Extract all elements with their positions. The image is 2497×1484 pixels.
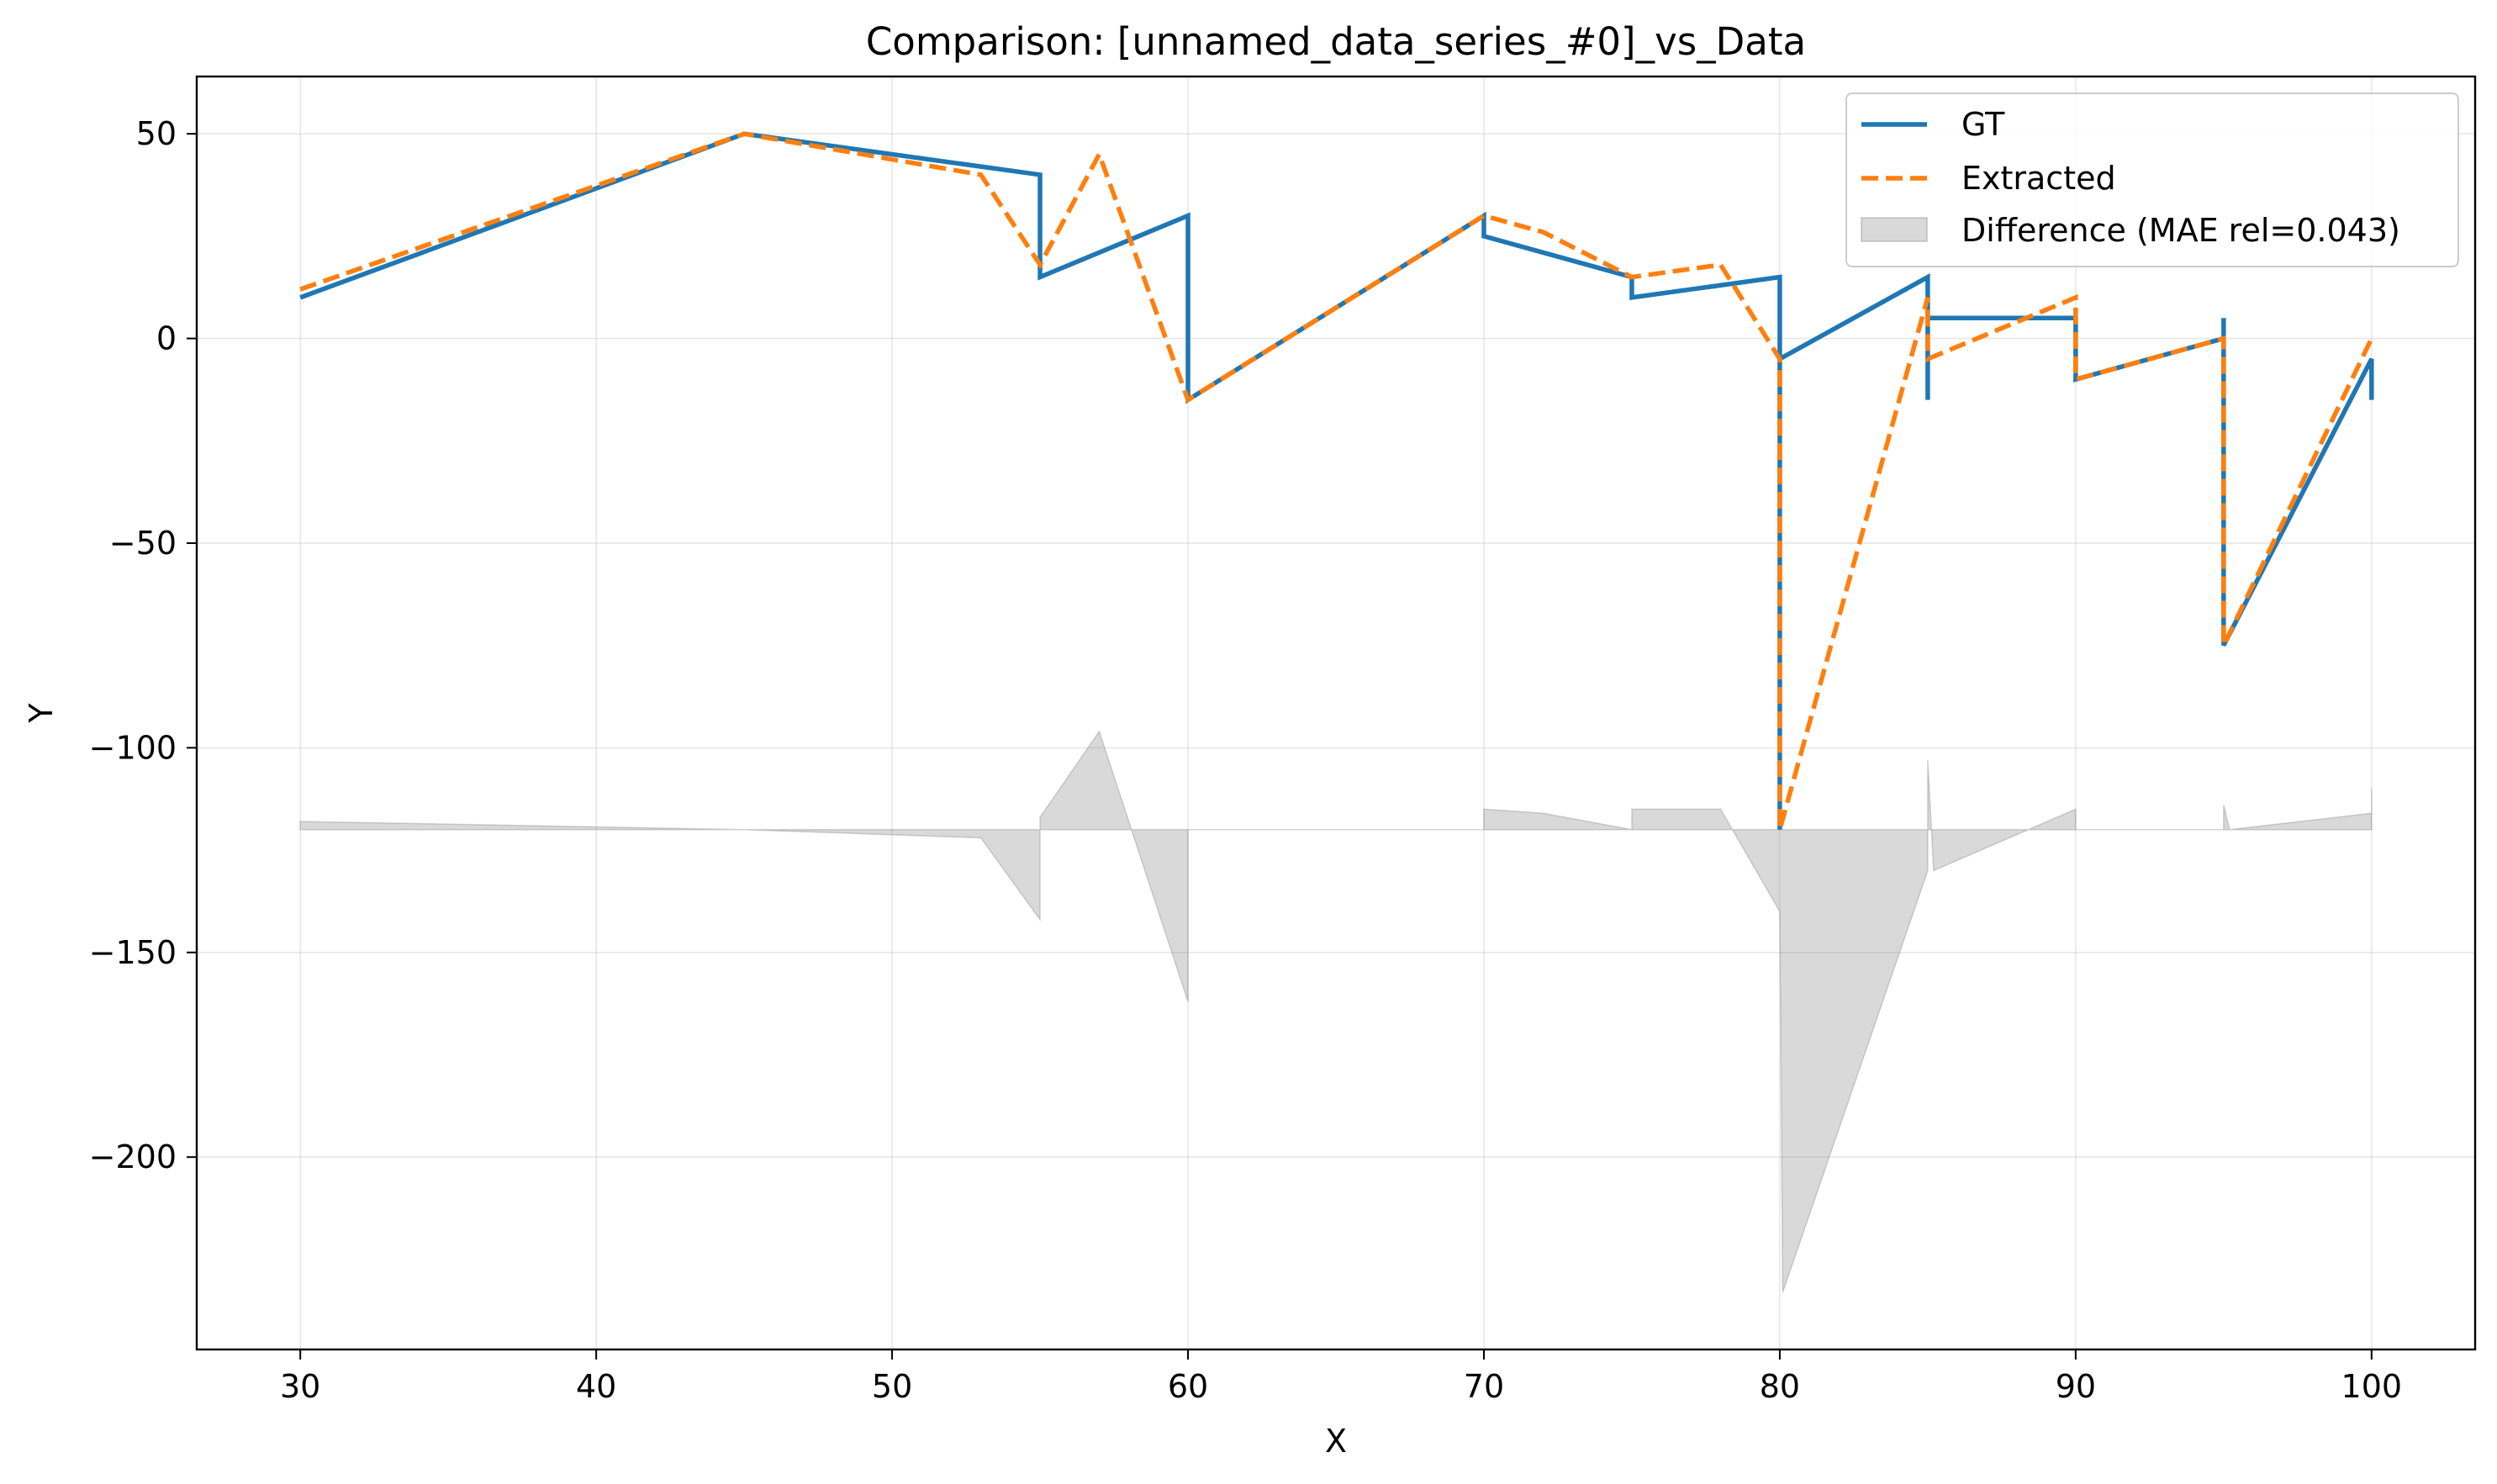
legend-box: [1845, 92, 2459, 267]
x-axis-ticks: 30 40 50 60 70 80 90 100: [280, 1349, 2402, 1405]
x-tick-label: 50: [872, 1368, 912, 1405]
difference-fill: [299, 730, 2373, 1293]
legend-difference-label: Difference (MAE rel=0.043): [1961, 212, 2400, 249]
difference-area: [299, 730, 2373, 1293]
x-tick-label: 100: [2341, 1368, 2403, 1405]
legend-extracted-label: Extracted: [1961, 160, 2116, 197]
extracted-series-line: [299, 131, 2374, 831]
y-tick-label: −100: [89, 729, 177, 766]
legend: GT Extracted Difference (MAE rel=0.043): [1845, 92, 2459, 267]
x-tick-label: 80: [1760, 1368, 1800, 1405]
y-tick-label: −150: [89, 934, 177, 971]
legend-gt-label: GT: [1961, 106, 2005, 143]
gt-series-line: [299, 131, 2374, 830]
y-axis-title: Y: [23, 703, 60, 724]
x-tick-label: 90: [2056, 1368, 2096, 1405]
y-tick-label: 50: [136, 115, 177, 152]
x-tick-label: 30: [280, 1368, 320, 1405]
y-axis-ticks: 50 0 −50 −100 −150 −200: [89, 115, 197, 1175]
grid-lines: [197, 77, 2475, 1349]
y-tick-label: 0: [156, 320, 177, 357]
legend-difference-swatch: [1861, 217, 1928, 242]
chart-title: Comparison: [unnamed_data_series_#0]_vs_…: [866, 19, 1806, 64]
y-tick-label: −200: [89, 1138, 177, 1175]
x-tick-label: 70: [1464, 1368, 1504, 1405]
series-lines: [299, 131, 2374, 831]
plot-frame: [195, 75, 2477, 1351]
x-tick-label: 60: [1168, 1368, 1208, 1405]
y-tick-label: −50: [109, 525, 177, 562]
x-tick-label: 40: [576, 1368, 616, 1405]
x-axis-title: X: [1325, 1423, 1347, 1460]
